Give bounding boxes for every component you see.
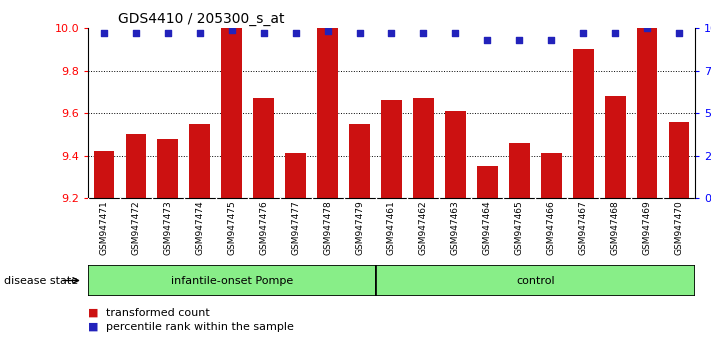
Text: ■: ■ xyxy=(88,308,99,318)
Bar xyxy=(668,121,690,198)
Point xyxy=(162,30,173,36)
Point xyxy=(577,30,589,36)
Bar xyxy=(605,96,626,198)
Text: control: control xyxy=(516,275,555,285)
Point xyxy=(449,30,461,36)
Bar xyxy=(253,98,274,198)
Point xyxy=(258,30,269,36)
Bar xyxy=(221,28,242,198)
Bar xyxy=(157,138,178,198)
Text: GDS4410 / 205300_s_at: GDS4410 / 205300_s_at xyxy=(118,12,285,25)
Text: GSM947461: GSM947461 xyxy=(387,200,396,255)
Point xyxy=(641,25,653,31)
Bar xyxy=(285,153,306,198)
Bar xyxy=(88,265,375,296)
Text: GSM947476: GSM947476 xyxy=(260,200,268,255)
Text: GSM947467: GSM947467 xyxy=(579,200,588,255)
Point xyxy=(481,37,493,43)
Bar xyxy=(381,100,402,198)
Point xyxy=(545,37,557,43)
Text: transformed count: transformed count xyxy=(106,308,210,318)
Text: GSM947477: GSM947477 xyxy=(292,200,300,255)
Text: GSM947479: GSM947479 xyxy=(355,200,364,255)
Bar xyxy=(477,166,498,198)
Bar xyxy=(189,124,210,198)
Point xyxy=(226,27,237,33)
Text: infantile-onset Pompe: infantile-onset Pompe xyxy=(171,275,293,285)
Bar xyxy=(349,124,370,198)
Bar xyxy=(375,265,695,296)
Point xyxy=(130,30,141,36)
Bar xyxy=(126,134,146,198)
Text: GSM947469: GSM947469 xyxy=(643,200,651,255)
Point xyxy=(386,30,397,36)
Text: percentile rank within the sample: percentile rank within the sample xyxy=(106,322,294,332)
Bar xyxy=(573,49,594,198)
Point xyxy=(322,29,333,34)
Bar xyxy=(541,153,562,198)
Text: GSM947478: GSM947478 xyxy=(323,200,332,255)
Point xyxy=(513,37,525,43)
Text: GSM947471: GSM947471 xyxy=(100,200,109,255)
Text: ■: ■ xyxy=(88,322,99,332)
Point xyxy=(354,30,365,36)
Bar xyxy=(636,28,658,198)
Text: GSM947463: GSM947463 xyxy=(451,200,460,255)
Text: disease state: disease state xyxy=(4,275,77,285)
Text: GSM947474: GSM947474 xyxy=(196,200,204,255)
Point xyxy=(673,30,685,36)
Point xyxy=(418,30,429,36)
Bar xyxy=(445,111,466,198)
Text: GSM947473: GSM947473 xyxy=(164,200,172,255)
Text: GSM947465: GSM947465 xyxy=(515,200,524,255)
Text: GSM947464: GSM947464 xyxy=(483,200,492,255)
Text: GSM947468: GSM947468 xyxy=(611,200,619,255)
Point xyxy=(194,30,205,36)
Text: GSM947462: GSM947462 xyxy=(419,200,428,255)
Bar xyxy=(317,28,338,198)
Text: GSM947466: GSM947466 xyxy=(547,200,556,255)
Text: GSM947475: GSM947475 xyxy=(228,200,236,255)
Bar xyxy=(94,151,114,198)
Text: GSM947470: GSM947470 xyxy=(675,200,683,255)
Point xyxy=(609,30,621,36)
Text: GSM947472: GSM947472 xyxy=(132,200,140,255)
Bar xyxy=(413,98,434,198)
Bar xyxy=(509,143,530,198)
Point xyxy=(98,30,109,36)
Point xyxy=(290,30,301,36)
